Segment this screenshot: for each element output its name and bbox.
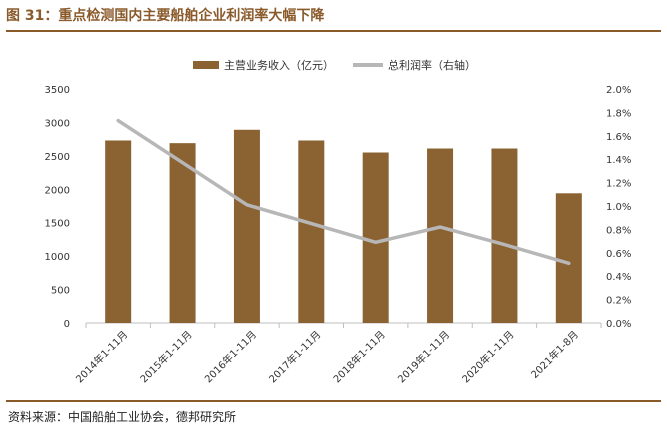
legend: 主营业务收入（亿元） 总利润率（右轴） xyxy=(193,58,476,72)
y-right-tick-label: 0.4% xyxy=(606,272,631,283)
y-left-tick-label: 2500 xyxy=(45,152,70,163)
y-right-tick-label: 1.6% xyxy=(606,132,631,143)
y-left-tick-label: 2000 xyxy=(45,185,70,196)
bar xyxy=(298,140,325,323)
x-tick-label: 2020年1-11月 xyxy=(459,328,516,385)
source-note: 资料来源：中国船舶工业协会，德邦研究所 xyxy=(8,410,237,424)
legend-line-label: 总利润率（右轴） xyxy=(388,58,476,72)
bar xyxy=(427,148,454,323)
x-axis-labels: 2014年1-11月 2015年1-11月 2016年1-11月 2017年1-11月… xyxy=(73,328,581,385)
title-divider xyxy=(6,30,661,32)
bar xyxy=(491,148,518,323)
bar-series xyxy=(105,129,582,323)
y-right-tick-label: 0.6% xyxy=(606,249,631,260)
y-right-tick-label: 0.8% xyxy=(606,225,631,236)
x-tick-label: 2019年1-11月 xyxy=(395,328,452,385)
x-tick-label: 2018年1-11月 xyxy=(330,328,387,385)
bar xyxy=(233,129,260,323)
bar xyxy=(555,193,582,323)
y-right-tick-label: 0.2% xyxy=(606,296,631,307)
chart: 主营业务收入（亿元） 总利润率（右轴） 0 500 1000 1500 2000 2500… xyxy=(45,58,632,385)
y-right-tick-label: 0.0% xyxy=(606,319,631,330)
y-right-tick-label: 1.2% xyxy=(606,179,631,190)
y-left-tick-label: 3000 xyxy=(45,118,70,129)
y-left-tick-label: 1000 xyxy=(45,252,70,263)
legend-bar-swatch xyxy=(193,61,219,69)
y-right-tick-label: 1.8% xyxy=(606,108,631,119)
x-tick-label: 2017年1-11月 xyxy=(266,328,323,385)
figure-title: 图 31：重点检测国内主要船舶企业利润率大幅下降 xyxy=(6,8,325,24)
bar xyxy=(169,143,196,323)
x-tick-label: 2021年1-8月 xyxy=(528,328,581,381)
bar xyxy=(362,152,389,323)
y-left-tick-label: 1500 xyxy=(45,219,70,230)
y-right-tick-label: 2.0% xyxy=(606,85,631,96)
x-tick-label: 2015年1-11月 xyxy=(137,328,194,385)
legend-bar-label: 主营业务收入（亿元） xyxy=(224,58,334,72)
y-left-tick-label: 500 xyxy=(51,286,70,297)
axes: 0 500 1000 1500 2000 2500 3000 3500 0.0% 0.2% 0.4%… xyxy=(45,85,632,330)
line-series xyxy=(116,118,571,266)
y-left-tick-label: 0 xyxy=(64,319,70,330)
y-left-tick-label: 3500 xyxy=(45,85,70,96)
profit-rate-line xyxy=(116,118,571,266)
y-right-tick-label: 1.0% xyxy=(606,202,631,213)
bar xyxy=(105,140,132,323)
footer-divider xyxy=(6,400,661,402)
y-right-tick-label: 1.4% xyxy=(606,155,631,166)
x-tick-label: 2014年1-11月 xyxy=(73,328,130,385)
x-tick-label: 2016年1-11月 xyxy=(202,328,259,385)
